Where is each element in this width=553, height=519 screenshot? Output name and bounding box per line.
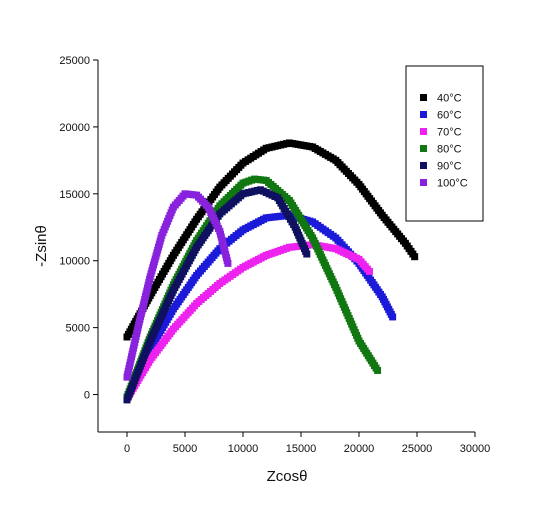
plot-area — [97, 60, 475, 433]
legend-label: 60°C — [437, 110, 462, 122]
x-tick-label: 30000 — [460, 443, 491, 455]
data-point — [303, 250, 311, 258]
legend: 40°C 60°C 70°C 80°C 90°C 100°C — [405, 65, 484, 222]
x-tick-label: 10000 — [228, 443, 259, 455]
series-4 — [123, 186, 311, 404]
y-tick-label: 5000 — [66, 323, 90, 335]
legend-label: 90°C — [437, 161, 462, 173]
y-axis-title: -Zsinθ — [33, 225, 50, 267]
y-tick-label: 15000 — [59, 189, 90, 201]
legend-items: 40°C 60°C 70°C 80°C 90°C 100°C — [420, 93, 468, 190]
legend-marker — [420, 179, 427, 186]
data-point — [411, 253, 419, 261]
series-layer — [123, 139, 419, 404]
x-axis-ticks: 0 5000 10000 15000 20000 25000 30000 — [124, 432, 490, 455]
y-tick-label: 25000 — [59, 55, 90, 67]
legend-label: 80°C — [437, 144, 462, 156]
legend-label: 70°C — [437, 127, 462, 139]
legend-marker — [420, 111, 427, 118]
series-5 — [123, 190, 232, 381]
x-axis-title: Zcosθ — [267, 468, 308, 485]
x-tick-label: 0 — [124, 443, 130, 455]
legend-marker — [420, 128, 427, 135]
y-tick-label: 10000 — [59, 256, 90, 268]
legend-label: 100°C — [437, 178, 468, 190]
legend-marker — [420, 94, 427, 101]
x-tick-label: 15000 — [286, 443, 317, 455]
x-tick-label: 20000 — [344, 443, 375, 455]
data-point — [224, 259, 232, 267]
data-point — [374, 366, 382, 374]
legend-label: 40°C — [437, 93, 462, 105]
series-3 — [123, 175, 382, 401]
y-axis-ticks: 0 5000 10000 15000 20000 25000 — [59, 55, 98, 402]
y-tick-label: 20000 — [59, 122, 90, 134]
legend-marker — [420, 162, 427, 169]
x-tick-label: 5000 — [173, 443, 197, 455]
x-tick-label: 25000 — [402, 443, 433, 455]
legend-box — [405, 65, 484, 222]
legend-marker — [420, 145, 427, 152]
y-tick-label: 0 — [84, 390, 90, 402]
data-point — [365, 267, 373, 275]
data-point — [389, 313, 397, 321]
series-2 — [123, 241, 373, 403]
